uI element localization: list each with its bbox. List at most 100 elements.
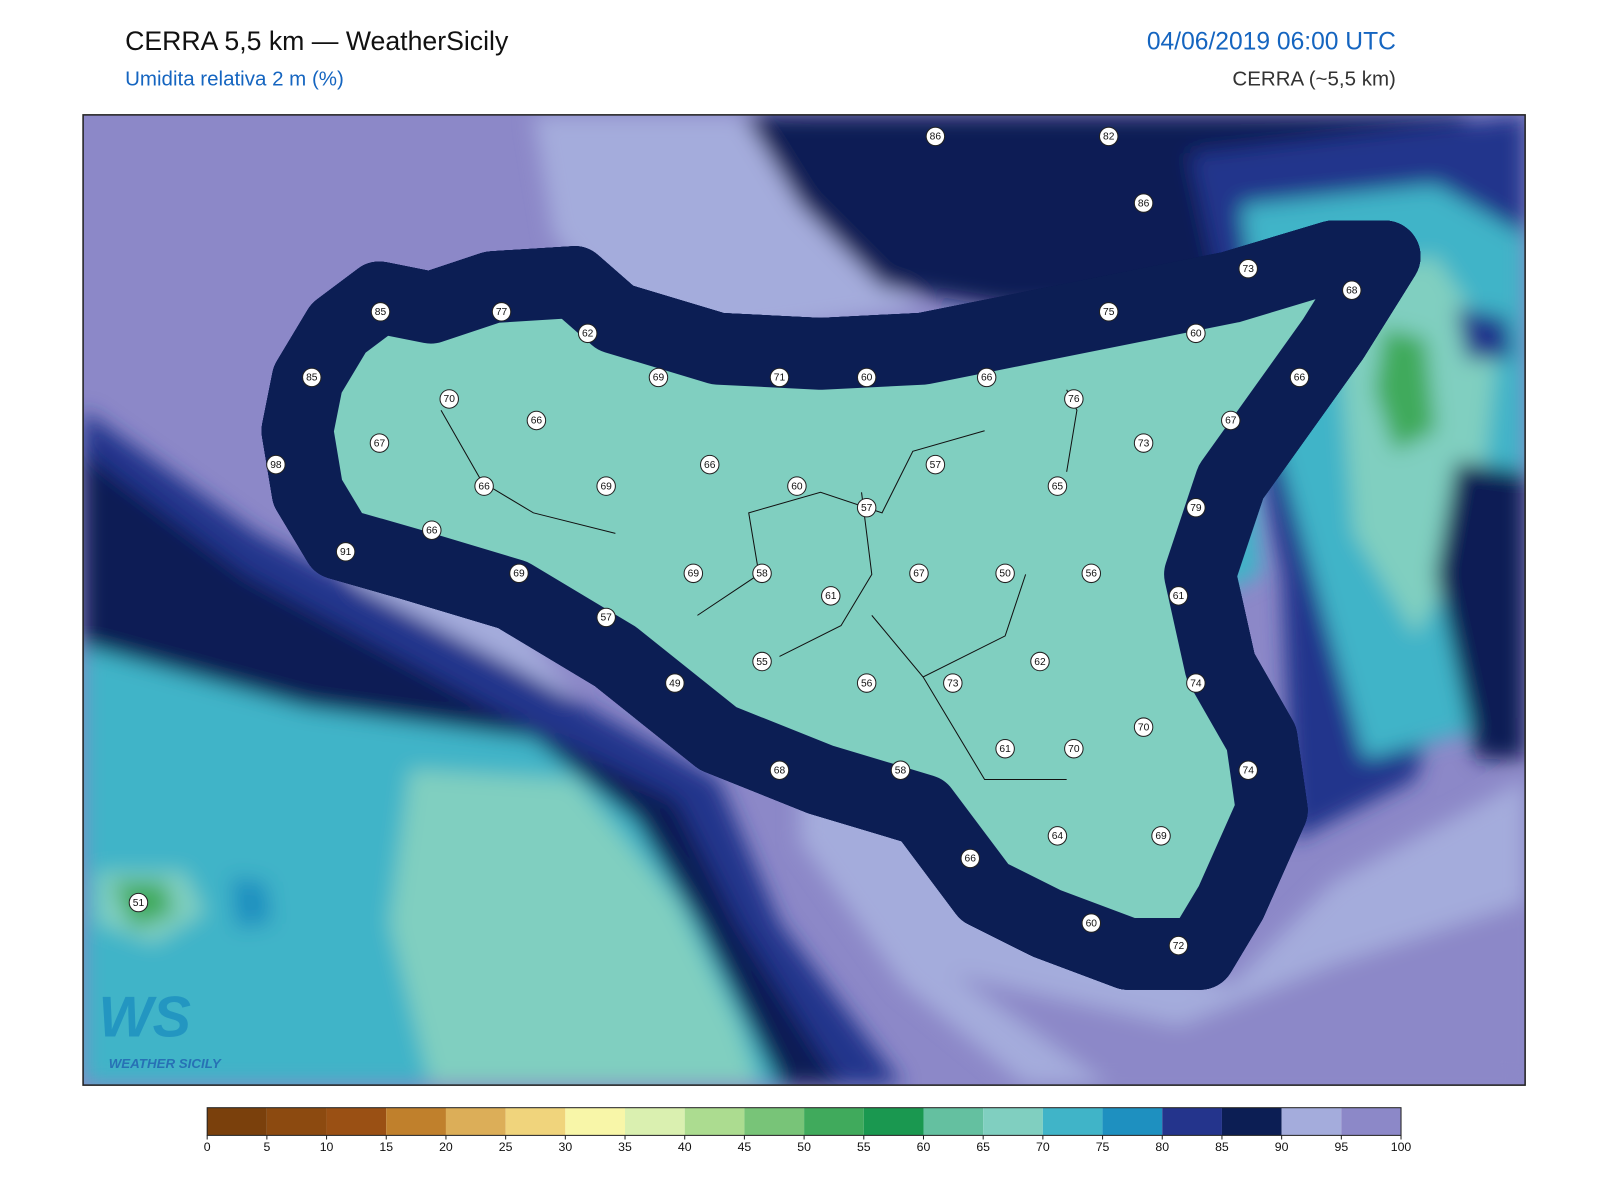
station-marker <box>890 760 911 780</box>
station-value: 70 <box>444 394 456 405</box>
station-value: 71 <box>774 373 786 384</box>
colorbar: 0 5 10 15 20 25 30 35 40 45 50 55 60 65 70 75 80 85 90 95 10… <box>204 1107 1412 1154</box>
station-marker <box>335 542 356 562</box>
station-marker <box>752 563 772 584</box>
colorbar-tick-label: 40 <box>678 1140 692 1154</box>
colorbar-swatch <box>684 1107 745 1136</box>
station: 69 <box>1151 826 1171 846</box>
colorbar-tick-label: 45 <box>738 1140 752 1154</box>
colorbar-tick-label: 5 <box>263 1140 270 1154</box>
colorbar-swatch <box>445 1107 506 1136</box>
station-marker <box>1238 760 1258 780</box>
colorbar-swatch <box>744 1107 805 1136</box>
station-marker <box>1064 738 1084 759</box>
colorbar-tick-label: 75 <box>1096 1140 1110 1154</box>
station-marker <box>439 389 459 409</box>
station-marker <box>683 563 704 584</box>
station: 82 <box>1098 126 1119 147</box>
station-value: 79 <box>1190 503 1202 514</box>
logo-text: WEATHER SICILY <box>109 1056 222 1071</box>
station-marker <box>1133 717 1154 737</box>
station: 79 <box>1186 497 1206 518</box>
station-marker <box>1133 193 1154 213</box>
station-value: 69 <box>513 569 525 580</box>
station: 55 <box>752 651 772 672</box>
station-value: 67 <box>1225 416 1237 427</box>
colorbar-swatch <box>386 1107 446 1136</box>
station-marker <box>943 673 963 693</box>
station: 61 <box>995 738 1015 759</box>
colorbar-swatch <box>565 1107 626 1136</box>
station: 66 <box>422 520 442 540</box>
colorbar-swatch <box>1162 1107 1222 1136</box>
station-marker <box>856 367 877 388</box>
station: 70 <box>1133 717 1154 737</box>
sicily-field <box>297 256 1421 953</box>
station-value: 69 <box>1155 831 1167 842</box>
station: 49 <box>665 673 685 693</box>
colorbar-tick-label: 100 <box>1391 1140 1412 1154</box>
station: 74 <box>1186 673 1206 693</box>
station-marker <box>596 607 616 628</box>
humidity-field <box>83 114 1526 1086</box>
station-value: 77 <box>496 307 508 318</box>
model-label: CERRA (~5,5 km) <box>1232 67 1395 90</box>
station-marker <box>596 476 616 496</box>
station-value: 69 <box>688 569 700 580</box>
colorbar-swatch <box>326 1107 387 1136</box>
station: 67 <box>369 433 390 453</box>
station-value: 61 <box>825 591 837 602</box>
colorbar-tick-label: 15 <box>379 1140 393 1154</box>
station: 68 <box>769 760 790 780</box>
station: 62 <box>1030 651 1050 672</box>
station-value: 73 <box>1138 438 1150 449</box>
station-marker <box>1342 280 1362 300</box>
logo-mark: WS <box>98 986 190 1050</box>
station-marker <box>821 586 841 606</box>
field-area <box>230 876 272 929</box>
station-marker <box>909 563 929 584</box>
station-value: 82 <box>1103 132 1115 143</box>
station-value: 60 <box>791 481 803 492</box>
station-value: 98 <box>270 460 282 471</box>
station-value: 51 <box>133 898 145 909</box>
station-marker <box>1098 126 1119 147</box>
station: 69 <box>509 563 529 584</box>
station-marker <box>128 892 149 913</box>
station: 66 <box>526 410 547 431</box>
station-marker <box>1064 389 1084 409</box>
station: 65 <box>1047 476 1068 496</box>
station-value: 68 <box>774 765 786 776</box>
field-area <box>1374 328 1436 452</box>
station-marker <box>769 760 790 780</box>
colorbar-swatch <box>207 1107 267 1136</box>
station: 73 <box>1238 258 1258 279</box>
station-value: 66 <box>1294 373 1306 384</box>
station: 58 <box>752 563 772 584</box>
station-value: 68 <box>1346 285 1358 296</box>
station-value: 62 <box>582 329 594 340</box>
colorbar-tick-label: 95 <box>1334 1140 1348 1154</box>
station: 66 <box>976 367 997 388</box>
station-marker <box>648 367 669 388</box>
station: 51 <box>128 892 149 913</box>
station-marker <box>422 520 442 540</box>
station-marker <box>369 433 390 453</box>
station: 60 <box>1081 913 1102 933</box>
station-value: 70 <box>1068 744 1080 755</box>
colorbar-swatch <box>1281 1107 1342 1136</box>
station-marker <box>856 673 877 693</box>
station-marker <box>266 454 286 475</box>
station-value: 65 <box>1052 481 1064 492</box>
colorbar-swatch <box>983 1107 1043 1136</box>
station: 60 <box>1186 323 1206 344</box>
station-value: 67 <box>913 569 925 580</box>
station-value: 57 <box>930 460 942 471</box>
station-value: 66 <box>704 460 716 471</box>
station-value: 60 <box>1086 918 1098 929</box>
station: 67 <box>1221 410 1241 431</box>
station-value: 66 <box>426 525 438 536</box>
colorbar-tick-label: 85 <box>1215 1140 1229 1154</box>
colorbar-swatch <box>1102 1107 1163 1136</box>
